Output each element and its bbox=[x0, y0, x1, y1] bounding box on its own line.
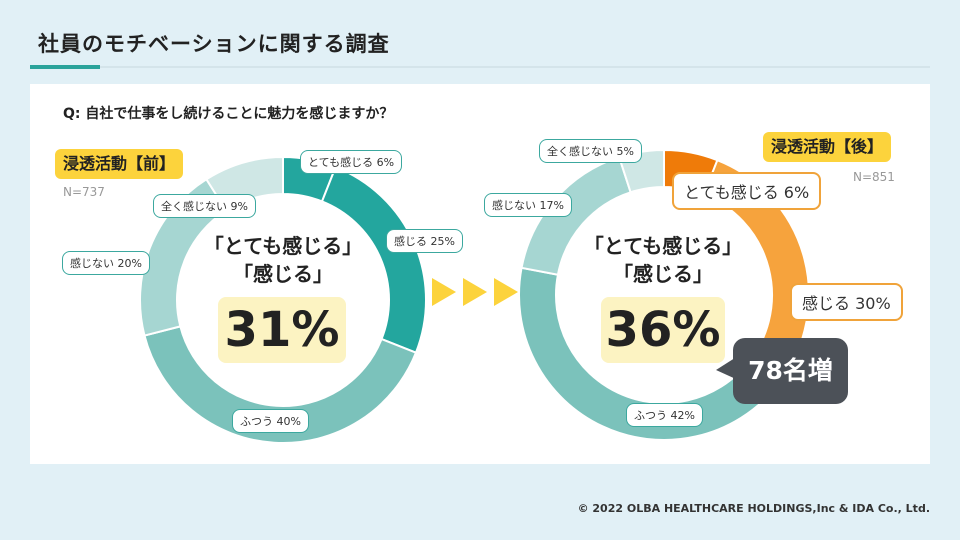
center-label-before-line1: 「とても感じる」 bbox=[203, 234, 363, 258]
center-value-before: 31% bbox=[218, 297, 346, 363]
slice-label-after-feel: 感じる 30% bbox=[790, 283, 903, 321]
chart-title-before: 浸透活動【前】 bbox=[55, 149, 184, 179]
copyright-text: © 2022 OLBA HEALTHCARE HOLDINGS,Inc & ID… bbox=[577, 502, 930, 515]
slice-label-before-not-at-all: 全く感じない 9% bbox=[153, 194, 256, 218]
sample-size-after: N=851 bbox=[853, 170, 895, 184]
progress-arrows bbox=[432, 278, 518, 306]
slice-label-before-not-feel: 感じない 20% bbox=[62, 251, 150, 275]
arrow-2 bbox=[463, 278, 487, 306]
donut-slice-before-neutral bbox=[143, 325, 418, 443]
increase-callout: 78名増 bbox=[733, 338, 848, 404]
slice-label-after-neutral: ふつう 42% bbox=[626, 403, 703, 427]
slice-label-after-very-feel: とても感じる 6% bbox=[672, 172, 822, 210]
page-title: 社員のモチベーションに関する調査 bbox=[38, 32, 390, 56]
chart-title-after: 浸透活動【後】 bbox=[763, 132, 892, 162]
donut-slice-after-neutral bbox=[519, 266, 778, 440]
donut-chart-before bbox=[140, 157, 426, 443]
slice-label-before-feel: 感じる 25% bbox=[386, 229, 463, 253]
center-label-after-line2: 「感じる」 bbox=[613, 262, 713, 286]
slice-label-before-neutral: ふつう 40% bbox=[232, 409, 309, 433]
center-value-after: 36% bbox=[601, 297, 725, 363]
arrow-3 bbox=[494, 278, 518, 306]
slice-label-after-not-feel: 感じない 17% bbox=[484, 193, 572, 217]
slice-label-after-not-at-all: 全く感じない 5% bbox=[539, 139, 642, 163]
survey-question: Q: 自社で仕事をし続けることに魅力を感じますか？ bbox=[63, 106, 394, 122]
center-label-before-line2: 「感じる」 bbox=[233, 262, 333, 286]
center-label-after-line1: 「とても感じる」 bbox=[583, 234, 743, 258]
slice-label-before-very-feel: とても感じる 6% bbox=[300, 150, 403, 174]
title-divider bbox=[30, 66, 930, 68]
sample-size-before: N=737 bbox=[63, 185, 105, 199]
title-accent-bar bbox=[30, 65, 100, 69]
arrow-1 bbox=[432, 278, 456, 306]
callout-tail bbox=[716, 356, 738, 380]
